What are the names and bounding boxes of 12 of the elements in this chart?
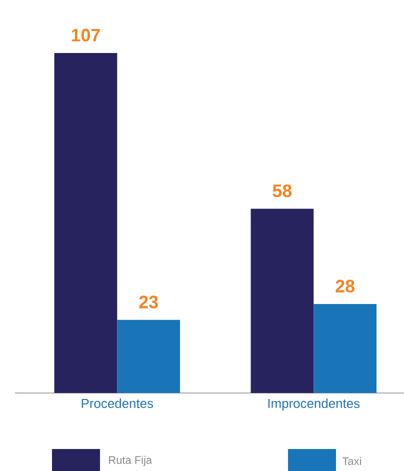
data-label: 28 [336, 280, 354, 292]
bar [314, 304, 376, 393]
data-label: 58 [272, 184, 292, 198]
bar [250, 208, 314, 393]
data-label: 107 [72, 28, 100, 42]
data-label: 23 [139, 296, 158, 308]
x-tick-label: Procedentes [82, 398, 154, 408]
legend-label: Taxi [342, 456, 361, 466]
legend-label: Ruta Fija [109, 456, 152, 466]
bar [54, 52, 118, 393]
x-tick-label: Improcendentes [268, 398, 360, 411]
bar [117, 320, 180, 393]
